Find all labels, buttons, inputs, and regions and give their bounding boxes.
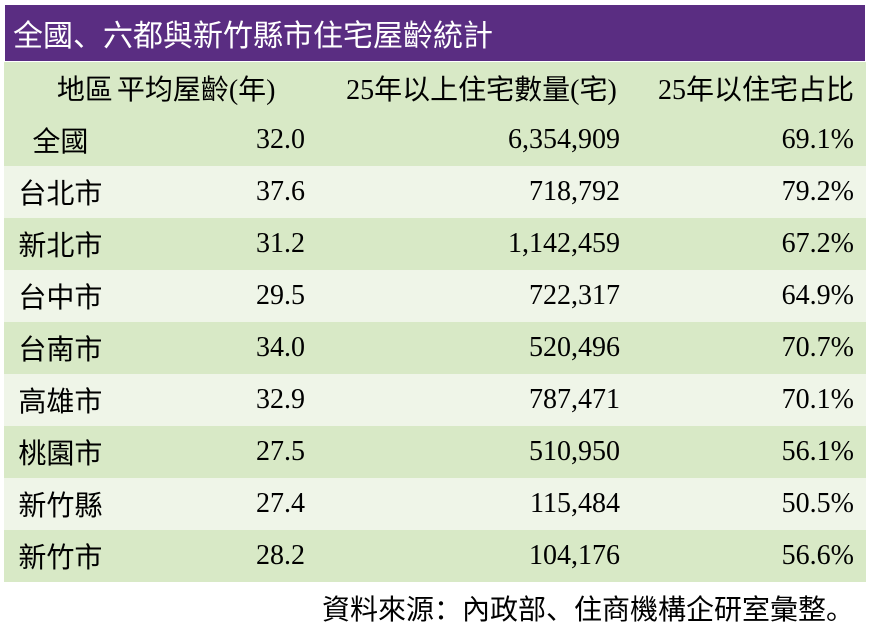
cell-avg-age: 27.5 <box>117 426 333 478</box>
cell-pct-25plus: 69.1% <box>648 114 866 166</box>
cell-region: 新北市 <box>4 218 117 270</box>
cell-count-25plus: 787,471 <box>333 374 648 426</box>
cell-avg-age: 32.9 <box>117 374 333 426</box>
col-header-count-25plus: 25年以上住宅數量(宅) <box>333 62 648 114</box>
cell-avg-age: 27.4 <box>117 478 333 530</box>
table-row: 新竹市28.2104,17656.6% <box>4 530 866 582</box>
cell-pct-25plus: 56.1% <box>648 426 866 478</box>
col-header-avg-age: 平均屋齡(年) <box>117 62 333 114</box>
data-table: 地區 平均屋齡(年) 25年以上住宅數量(宅) 25年以住宅占比 全國32.06… <box>4 62 866 582</box>
table-row: 台南市34.0520,49670.7% <box>4 322 866 374</box>
cell-pct-25plus: 70.7% <box>648 322 866 374</box>
cell-count-25plus: 115,484 <box>333 478 648 530</box>
cell-avg-age: 32.0 <box>117 114 333 166</box>
cell-count-25plus: 6,354,909 <box>333 114 648 166</box>
cell-avg-age: 34.0 <box>117 322 333 374</box>
cell-region: 新竹縣 <box>4 478 117 530</box>
table-row: 新北市31.21,142,45967.2% <box>4 218 866 270</box>
cell-avg-age: 31.2 <box>117 218 333 270</box>
col-header-region: 地區 <box>4 62 117 114</box>
cell-pct-25plus: 70.1% <box>648 374 866 426</box>
cell-count-25plus: 722,317 <box>333 270 648 322</box>
cell-region: 全國 <box>4 114 117 166</box>
col-header-pct-25plus: 25年以住宅占比 <box>648 62 866 114</box>
cell-count-25plus: 1,142,459 <box>333 218 648 270</box>
housing-age-table: 全國、六都與新竹縣市住宅屋齡統計 地區 平均屋齡(年) 25年以上住宅數量(宅)… <box>4 4 866 628</box>
cell-pct-25plus: 56.6% <box>648 530 866 582</box>
cell-avg-age: 29.5 <box>117 270 333 322</box>
cell-region: 高雄市 <box>4 374 117 426</box>
table-row: 台中市29.5722,31764.9% <box>4 270 866 322</box>
table-row: 高雄市32.9787,47170.1% <box>4 374 866 426</box>
cell-region: 新竹市 <box>4 530 117 582</box>
table-row: 全國32.06,354,90969.1% <box>4 114 866 166</box>
cell-avg-age: 37.6 <box>117 166 333 218</box>
cell-pct-25plus: 50.5% <box>648 478 866 530</box>
cell-region: 桃園市 <box>4 426 117 478</box>
table-row: 台北市37.6718,79279.2% <box>4 166 866 218</box>
source-note: 資料來源：內政部、住商機構企研室彙整。 <box>4 582 866 628</box>
cell-region: 台南市 <box>4 322 117 374</box>
table-row: 桃園市27.5510,95056.1% <box>4 426 866 478</box>
table-row: 新竹縣27.4115,48450.5% <box>4 478 866 530</box>
cell-pct-25plus: 64.9% <box>648 270 866 322</box>
cell-avg-age: 28.2 <box>117 530 333 582</box>
table-title: 全國、六都與新竹縣市住宅屋齡統計 <box>4 4 866 62</box>
header-row: 地區 平均屋齡(年) 25年以上住宅數量(宅) 25年以住宅占比 <box>4 62 866 114</box>
table-body: 全國32.06,354,90969.1%台北市37.6718,79279.2%新… <box>4 114 866 582</box>
cell-region: 台中市 <box>4 270 117 322</box>
cell-region: 台北市 <box>4 166 117 218</box>
cell-pct-25plus: 67.2% <box>648 218 866 270</box>
cell-count-25plus: 510,950 <box>333 426 648 478</box>
cell-count-25plus: 718,792 <box>333 166 648 218</box>
cell-count-25plus: 520,496 <box>333 322 648 374</box>
cell-count-25plus: 104,176 <box>333 530 648 582</box>
cell-pct-25plus: 79.2% <box>648 166 866 218</box>
